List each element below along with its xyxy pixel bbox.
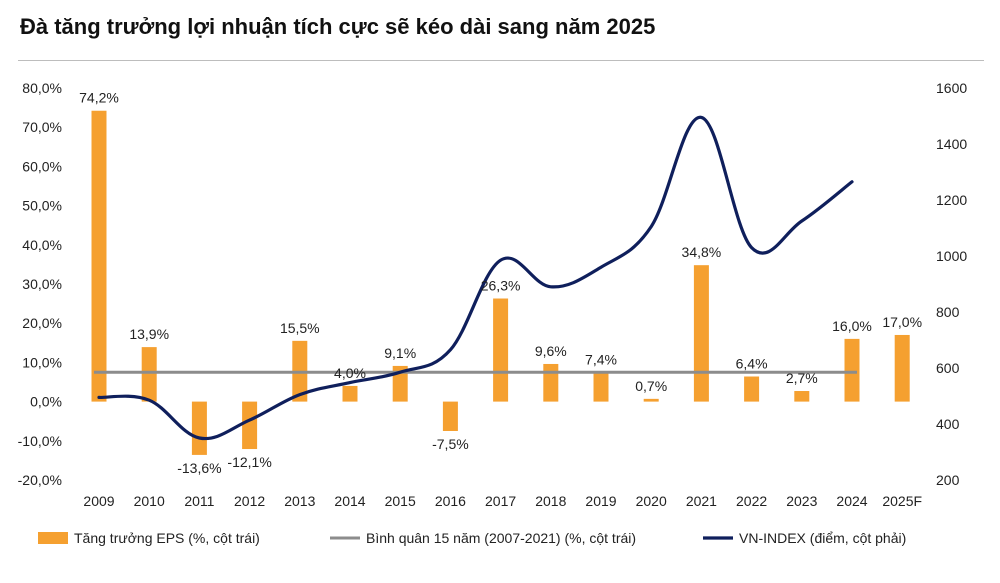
vn-index-line	[97, 115, 854, 441]
eps-bar	[91, 110, 107, 402]
bar-data-labels: 74,2% 13,9% -13,6% -12,1% 15,5% 4,0% 9,1% -7,5%…	[79, 90, 922, 476]
left-tick-label: 20,0%	[22, 315, 62, 331]
left-tick-label: 40,0%	[22, 237, 62, 253]
bar-data-label: 34,8%	[682, 244, 722, 260]
eps-bar	[493, 298, 509, 402]
right-tick-label: 200	[936, 472, 960, 488]
eps-bar	[744, 376, 760, 402]
x-tick-label: 2023	[786, 493, 817, 509]
x-tick-label: 2025F	[882, 493, 922, 509]
eps-bar	[141, 347, 157, 402]
right-tick-label: 600	[936, 360, 960, 376]
eps-bar	[191, 401, 207, 455]
bar-data-label: -12,1%	[227, 454, 271, 470]
bar-data-label: 4,0%	[334, 365, 366, 381]
legend-label-eps: Tăng trưởng EPS (%, cột trái)	[74, 530, 260, 546]
left-axis: -20,0% -10,0% 0,0% 10,0% 20,0% 30,0% 40,0% 50,0…	[18, 80, 62, 488]
right-axis: 200 400 600 800 1000 1200 1400 1600	[936, 80, 967, 488]
bar-data-label: 16,0%	[832, 318, 872, 334]
bar-data-label: 7,4%	[585, 352, 617, 368]
vn-index-line-group	[97, 115, 854, 441]
right-tick-label: 1400	[936, 136, 967, 152]
x-tick-label: 2009	[83, 493, 114, 509]
legend: Tăng trưởng EPS (%, cột trái) Bình quân 1…	[38, 530, 906, 546]
right-tick-label: 1600	[936, 80, 967, 96]
bar-data-label: 9,6%	[535, 343, 567, 359]
bar-data-label: -7,5%	[432, 436, 469, 452]
x-tick-label: 2019	[585, 493, 616, 509]
x-tick-label: 2017	[485, 493, 516, 509]
left-tick-label: -20,0%	[18, 472, 62, 488]
right-tick-label: 400	[936, 416, 960, 432]
bar-data-label: 17,0%	[882, 314, 922, 330]
x-tick-label: 2016	[435, 493, 466, 509]
legend-label-average: Bình quân 15 năm (2007-2021) (%, cột trá…	[366, 530, 636, 546]
bar-data-label: 2,7%	[786, 370, 818, 386]
left-tick-label: 50,0%	[22, 198, 62, 214]
eps-bar	[894, 334, 910, 402]
bar-data-label: 15,5%	[280, 320, 320, 336]
eps-bar	[242, 401, 258, 450]
left-tick-label: -10,0%	[18, 433, 62, 449]
eps-bar	[442, 401, 458, 431]
bar-data-label: -13,6%	[177, 460, 221, 476]
title-divider	[18, 60, 984, 61]
eps-bar	[543, 363, 559, 402]
bar-data-label: 74,2%	[79, 90, 119, 106]
bar-data-label: 6,4%	[736, 356, 768, 372]
x-tick-label: 2020	[636, 493, 667, 509]
left-tick-label: 0,0%	[30, 394, 62, 410]
left-tick-label: 70,0%	[22, 119, 62, 135]
eps-bar	[342, 385, 358, 402]
right-tick-label: 1000	[936, 248, 967, 264]
eps-bar	[643, 398, 659, 402]
eps-bar	[794, 391, 810, 402]
x-tick-label: 2011	[184, 493, 214, 509]
left-tick-label: 60,0%	[22, 158, 62, 174]
bar-data-label: 0,7%	[635, 378, 667, 394]
chart-title: Đà tăng trưởng lợi nhuận tích cực sẽ kéo…	[20, 14, 656, 39]
right-tick-label: 1200	[936, 192, 967, 208]
x-tick-label: 2012	[234, 493, 265, 509]
x-tick-label: 2022	[736, 493, 767, 509]
x-tick-label: 2014	[334, 493, 365, 509]
x-tick-label: 2015	[385, 493, 416, 509]
eps-bar	[593, 372, 609, 402]
bar-data-label: 13,9%	[129, 326, 169, 342]
x-tick-label: 2013	[284, 493, 315, 509]
legend-swatch-eps	[38, 532, 68, 544]
bar-data-label: 9,1%	[384, 345, 416, 361]
left-tick-label: 80,0%	[22, 80, 62, 96]
eps-bar	[844, 338, 860, 402]
bar-data-label: 26,3%	[481, 278, 521, 294]
left-tick-label: 30,0%	[22, 276, 62, 292]
x-axis: 2009 2010 2011 2012 2013 2014 2015 2016 2017 2018…	[83, 493, 922, 509]
right-tick-label: 800	[936, 304, 960, 320]
eps-bar	[693, 265, 709, 402]
x-tick-label: 2010	[134, 493, 165, 509]
x-tick-label: 2021	[686, 493, 717, 509]
left-tick-label: 10,0%	[22, 354, 62, 370]
x-tick-label: 2024	[836, 493, 867, 509]
legend-label-index: VN-INDEX (điểm, cột phải)	[739, 530, 906, 546]
x-tick-label: 2018	[535, 493, 566, 509]
